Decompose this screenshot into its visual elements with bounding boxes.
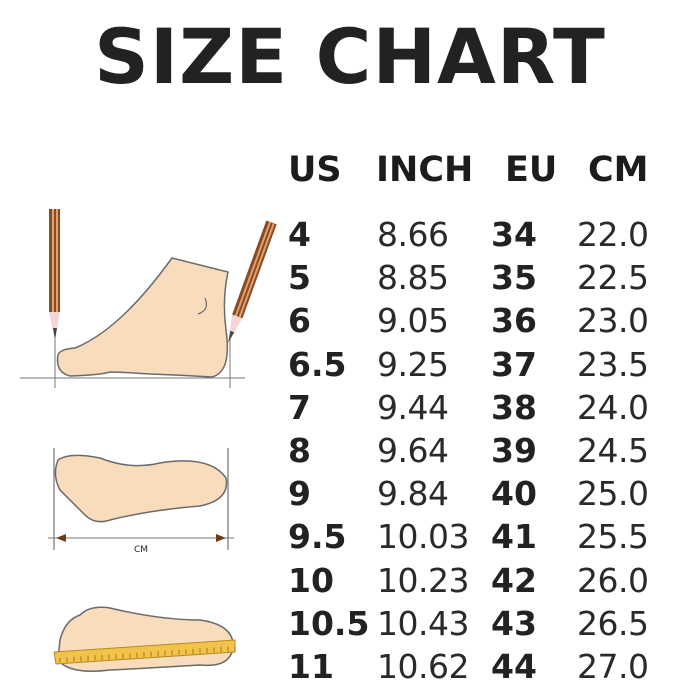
cell-cm: 26.5 — [577, 603, 649, 643]
header-inch: INCH — [376, 150, 474, 190]
cell-inch: 10.23 — [377, 560, 469, 600]
cell-cm: 24.0 — [577, 387, 649, 427]
page-title: SIZE CHART — [94, 12, 606, 101]
pencil-left-icon — [49, 209, 60, 340]
cell-inch: 10.03 — [377, 517, 469, 557]
cell-inch: 9.44 — [377, 387, 449, 427]
cell-us: 9.5 — [288, 517, 347, 557]
cell-eu: 37 — [491, 344, 537, 384]
header-eu: EU — [505, 150, 558, 190]
cell-inch: 9.05 — [377, 301, 449, 341]
ruler-foot-icon — [53, 606, 236, 672]
measure-label: CM — [134, 545, 148, 555]
cell-eu: 38 — [491, 387, 537, 427]
cell-us: 5 — [288, 258, 311, 298]
cell-cm: 23.5 — [577, 344, 649, 384]
cell-cm: 27.0 — [577, 647, 649, 686]
cell-us: 8 — [288, 431, 311, 470]
cell-eu: 42 — [491, 560, 537, 600]
cell-eu: 40 — [491, 474, 537, 514]
cell-eu: 44 — [491, 647, 537, 686]
cell-eu: 41 — [491, 517, 537, 557]
cell-inch: 10.43 — [377, 603, 469, 643]
ruler-icon — [53, 639, 236, 665]
cell-us: 6 — [288, 301, 311, 341]
cell-inch: 8.66 — [377, 215, 449, 254]
cell-cm: 22.0 — [577, 215, 649, 254]
cell-eu: 39 — [491, 431, 537, 470]
cell-inch: 9.64 — [377, 431, 449, 470]
cell-us: 11 — [288, 647, 334, 686]
side-foot-icon — [20, 257, 245, 388]
cell-inch: 10.62 — [377, 647, 469, 686]
pencil-right-icon — [228, 220, 277, 343]
cell-eu: 43 — [491, 603, 537, 643]
cell-eu: 36 — [491, 301, 537, 341]
cell-cm: 26.0 — [577, 560, 649, 600]
cell-eu: 35 — [491, 258, 537, 298]
cell-eu: 34 — [491, 215, 537, 254]
cell-cm: 25.0 — [577, 474, 649, 514]
cell-cm: 25.5 — [577, 517, 649, 557]
cell-cm: 24.5 — [577, 431, 649, 470]
cell-inch: 9.25 — [377, 344, 449, 384]
cell-us: 10.5 — [288, 603, 370, 643]
cell-us: 9 — [288, 474, 311, 514]
cell-cm: 23.0 — [577, 301, 649, 341]
cell-us: 7 — [288, 387, 311, 427]
header-us: US — [288, 150, 342, 190]
cell-inch: 9.84 — [377, 474, 449, 514]
cell-us: 4 — [288, 215, 311, 254]
cell-inch: 8.85 — [377, 258, 449, 298]
foot-measuring-illustration: CM — [20, 209, 277, 672]
top-foot-icon: CM — [48, 448, 234, 555]
cell-us: 10 — [288, 560, 334, 600]
cell-cm: 22.5 — [577, 258, 649, 298]
header-cm: CM — [588, 150, 649, 190]
cell-us: 6.5 — [288, 344, 347, 384]
